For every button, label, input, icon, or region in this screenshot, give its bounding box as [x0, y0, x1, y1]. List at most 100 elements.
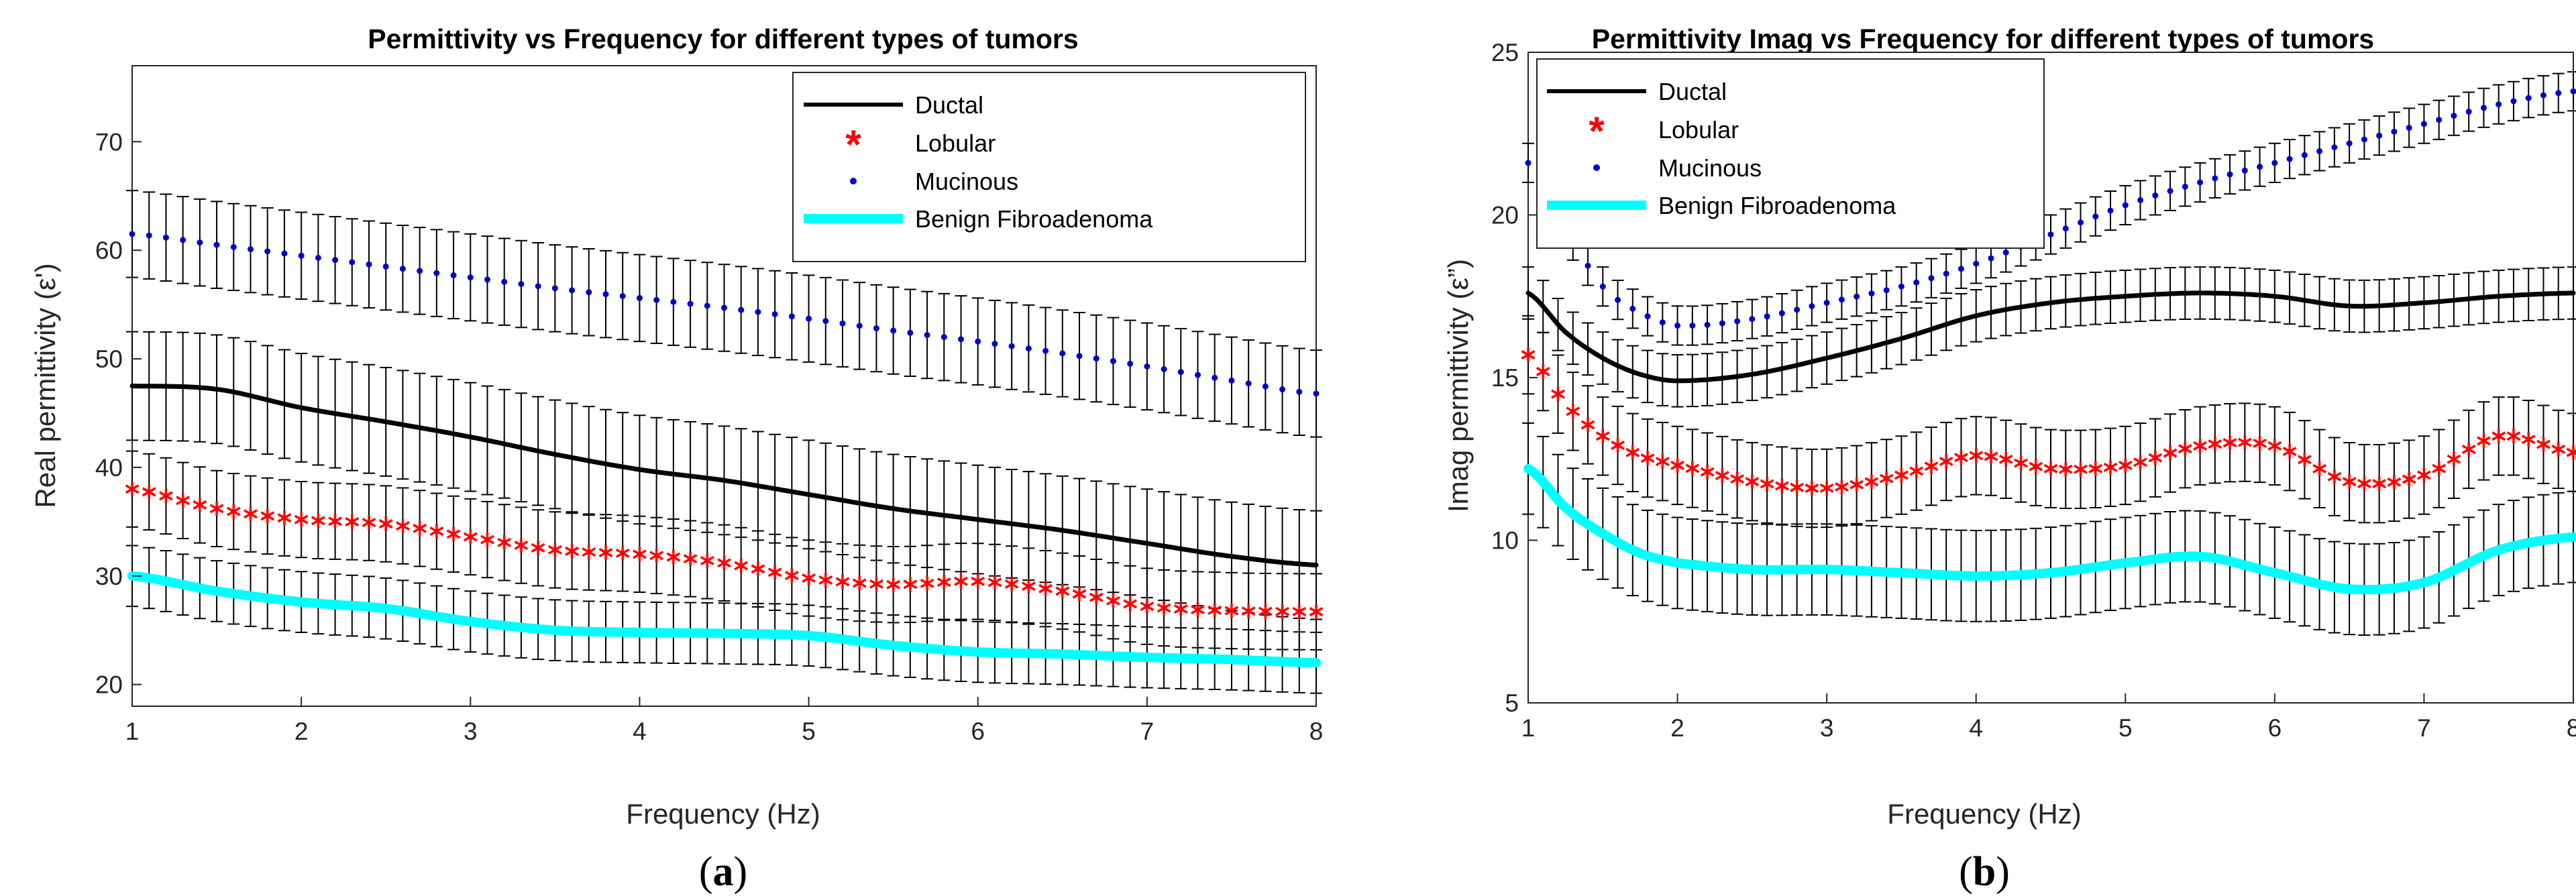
lobular-point [1224, 603, 1239, 618]
x-tick-label: 7 [2417, 714, 2431, 742]
mucinous-point [2271, 160, 2278, 166]
panel-a-legend-label-mucinous: Mucinous [915, 168, 1018, 195]
mucinous-point [941, 334, 947, 341]
x-tick-label: 8 [1309, 718, 1324, 745]
lobular-point [751, 561, 765, 577]
ductal-series-line [1525, 290, 2576, 384]
lobular-point [142, 484, 156, 500]
lobular-point [277, 510, 292, 526]
lobular-point [971, 573, 985, 589]
panel-b: Permittivity Imag vs Frequency for diffe… [1442, 23, 2576, 895]
mucinous-point [1913, 279, 1920, 286]
mucinous-point [2316, 148, 2323, 154]
mucinous-point [924, 331, 930, 338]
x-tick-label: 7 [1140, 718, 1155, 745]
mucinous-point [1883, 287, 1890, 294]
mucinous-point [1659, 319, 1666, 326]
lobular-point [1760, 476, 1774, 492]
lobular-point [378, 516, 393, 532]
mucinous-point [1988, 255, 1994, 262]
lobular-point [294, 512, 309, 527]
y-tick-label: 30 [95, 563, 123, 590]
mucinous-point [1823, 299, 1830, 306]
lobular-point [886, 577, 901, 592]
mucinous-point [1076, 353, 1083, 359]
mucinous-point [382, 263, 389, 270]
panel-b-title: Permittivity Imag vs Frequency for diffe… [1592, 23, 2374, 54]
lobular-point [311, 513, 325, 528]
lobular-point [2133, 455, 2147, 470]
lobular-point [2357, 476, 2371, 492]
mucinous-point [1973, 260, 1980, 267]
ductal-series-line [129, 384, 1319, 568]
panel-a-legend-box [792, 72, 1306, 262]
mucinous-point [2286, 156, 2293, 162]
lobular-point [1984, 449, 1998, 464]
mucinous-point [1313, 390, 1320, 397]
mucinous-point [349, 259, 356, 266]
mucinous-point [890, 327, 897, 334]
lobular-point [480, 532, 494, 547]
panel-a-title: Permittivity vs Frequency for different … [368, 23, 1078, 54]
mucinous-point [1059, 350, 1066, 357]
mucinous-point [2361, 136, 2367, 143]
panel-b-errorbars [1522, 71, 2576, 636]
mucinous-point [2451, 113, 2457, 119]
panel-a-legend-swatch-lobular: * [845, 122, 861, 167]
mucinous-point [2122, 202, 2129, 209]
mucinous-point [1734, 318, 1741, 325]
panel-a-caption: (a) [699, 849, 747, 895]
mucinous-point [1025, 345, 1032, 352]
panel-b-legend-label-benign: Benign Fibroadenoma [1658, 192, 1896, 219]
lobular-point [1849, 477, 1864, 492]
mucinous-point [2406, 125, 2412, 131]
lobular-point [2193, 438, 2207, 453]
lobular-point [2253, 435, 2267, 451]
lobular-point [2029, 459, 2043, 474]
mucinous-point [450, 272, 457, 278]
panel-b-legend: Ductal * Lobular Mucinous Benign Fibroad… [1536, 58, 2045, 249]
panel-b-legend-swatch-mucinous [1593, 164, 1600, 171]
lobular-point [666, 549, 681, 565]
lobular-point [582, 545, 596, 560]
x-tick-label: 3 [464, 718, 478, 745]
lobular-point [903, 577, 918, 592]
mucinous-point [822, 318, 829, 325]
x-tick-label: 4 [1969, 714, 1983, 742]
mucinous-point [1957, 266, 1964, 272]
mucinous-point [1629, 305, 1636, 312]
lobular-point [1640, 451, 1655, 466]
lobular-point [362, 515, 376, 530]
lobular-point [193, 497, 207, 512]
mucinous-point [2107, 207, 2114, 214]
lobular-point [2043, 461, 2058, 476]
mucinous-point [653, 296, 660, 303]
lobular-point [700, 553, 714, 569]
lobular-point [1521, 347, 1536, 363]
panel-a-legend: Ductal * Lobular Mucinous Benign Fibroad… [792, 72, 1306, 262]
lobular-point [2342, 474, 2357, 490]
lobular-point [159, 488, 173, 504]
y-tick-label: 40 [95, 454, 123, 482]
lobular-point [2327, 469, 2342, 484]
panel-a-caption-letter: a [713, 849, 734, 895]
panel-b-legend-label-ductal: Ductal [1658, 78, 1727, 105]
lobular-point [1208, 602, 1222, 618]
mucinous-point [636, 294, 643, 301]
mucinous-point [1296, 388, 1303, 395]
mucinous-point [2062, 225, 2069, 232]
mucinous-point [991, 341, 998, 347]
mucinous-point [1228, 377, 1235, 384]
mucinous-point [535, 283, 541, 290]
lobular-point [1551, 386, 1565, 402]
lobular-point [2058, 461, 2073, 477]
panel-a-x-axis-label: Frequency (Hz) [626, 798, 820, 830]
panel-a-legend-label-ductal: Ductal [915, 91, 983, 119]
mucinous-point [1838, 296, 1845, 303]
lobular-point [1864, 474, 1879, 490]
x-tick-label: 5 [802, 718, 816, 745]
lobular-point [1700, 464, 1715, 480]
y-tick-label: 15 [1491, 364, 1519, 392]
lobular-point [2297, 452, 2312, 467]
mucinous-point [619, 293, 626, 300]
